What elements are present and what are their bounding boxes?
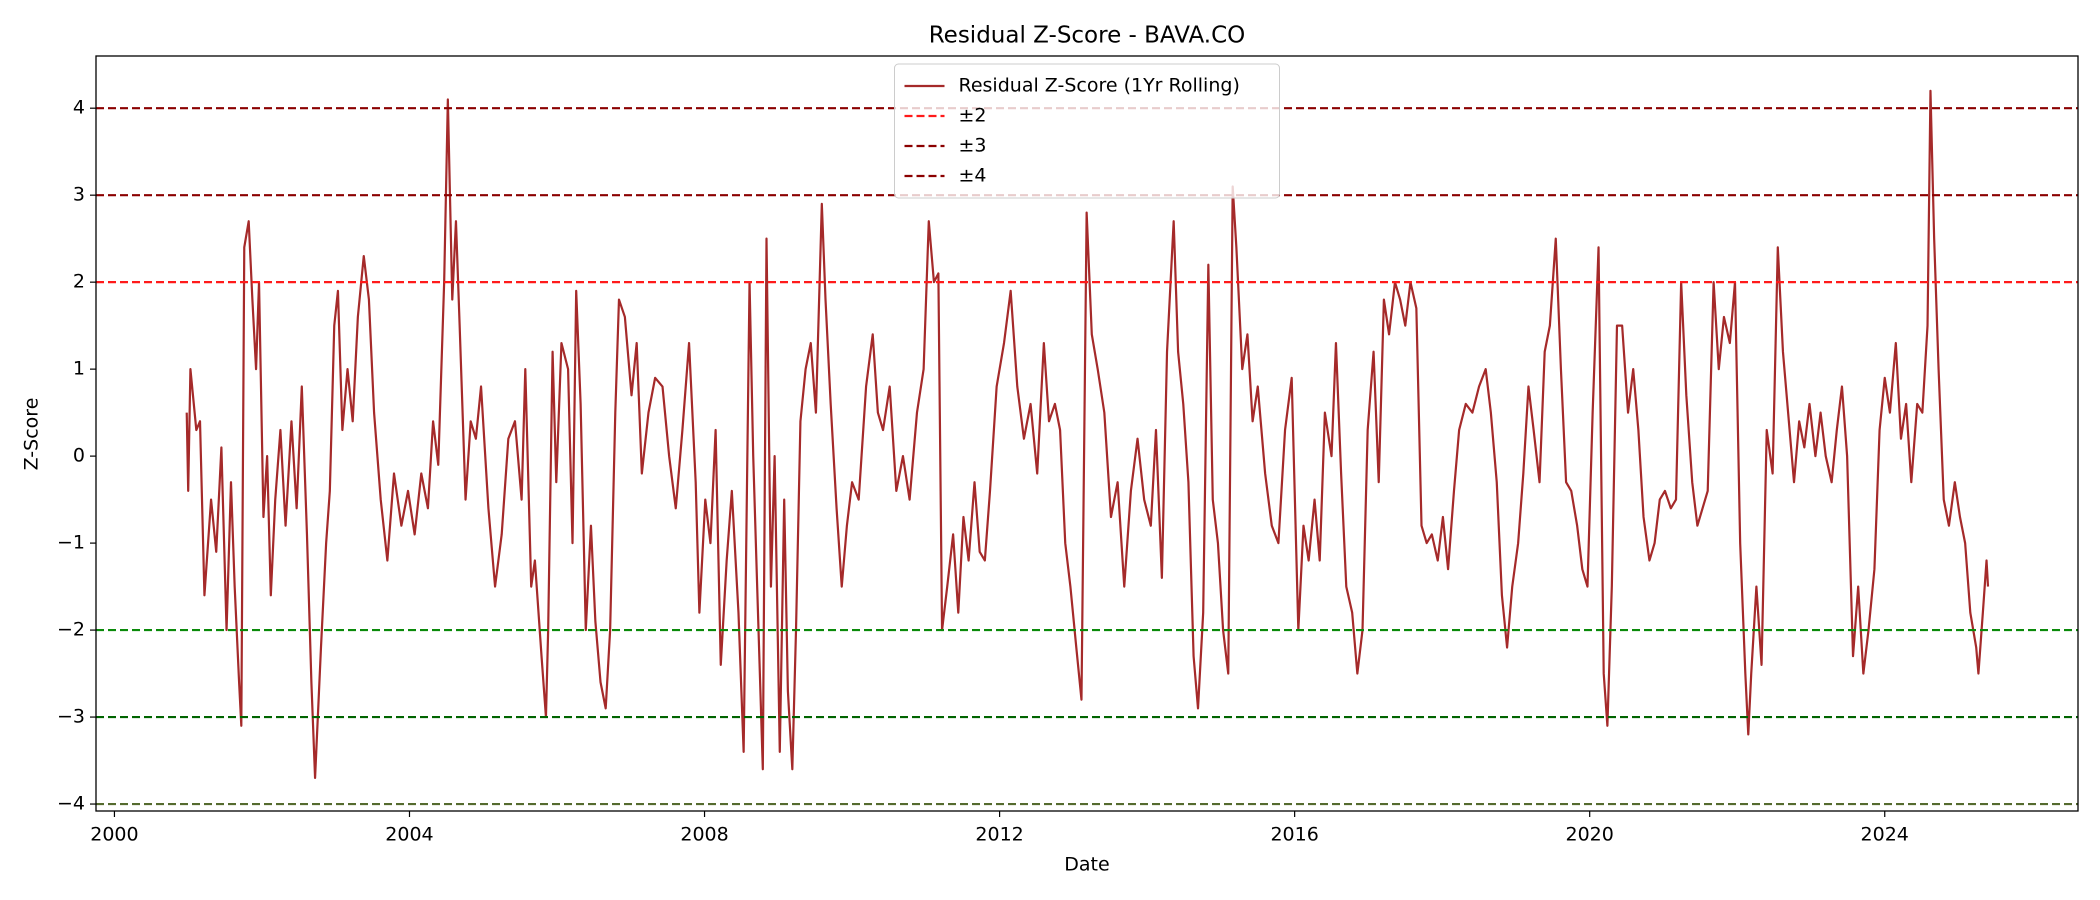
legend-box: [894, 63, 1280, 199]
data-line: [185, 89, 1990, 780]
x-tick-label: 2004: [385, 824, 433, 846]
y-tick-label: 0: [73, 445, 85, 467]
x-tick-label: 2024: [1861, 824, 1909, 846]
y-tick-label: 2: [73, 271, 85, 293]
y-tick-label: −3: [57, 706, 85, 728]
legend-label: ±3: [959, 135, 987, 157]
x-tick-label: 2012: [975, 824, 1023, 846]
chart-title: Residual Z-Score - BAVA.CO: [929, 23, 1246, 49]
x-tick-label: 2020: [1566, 824, 1614, 846]
y-tick-label: −2: [57, 619, 85, 641]
y-tick-label: −4: [57, 793, 85, 815]
axes-frame: [95, 55, 2079, 812]
legend-label: ±4: [959, 165, 987, 187]
y-tick-label: −1: [57, 532, 85, 554]
y-axis-label: Z-Score: [21, 398, 43, 471]
x-tick-label: 2000: [90, 824, 138, 846]
y-tick-label: 3: [73, 184, 85, 206]
y-tick-label: 4: [73, 97, 85, 119]
legend-label: Residual Z-Score (1Yr Rolling): [959, 75, 1240, 97]
y-tick-label: 1: [73, 358, 85, 380]
x-tick-label: 2008: [680, 824, 728, 846]
legend-label: ±2: [959, 105, 987, 127]
x-tick-label: 2016: [1270, 824, 1318, 846]
x-axis-label: Date: [1064, 854, 1109, 876]
